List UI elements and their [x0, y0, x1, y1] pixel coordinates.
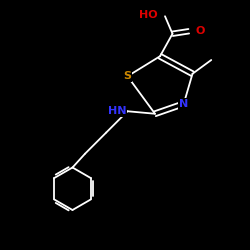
Text: S: S	[124, 71, 132, 81]
Text: HO: HO	[139, 10, 158, 20]
Text: HN: HN	[108, 106, 126, 116]
Text: O: O	[195, 26, 204, 36]
Text: N: N	[179, 99, 188, 109]
